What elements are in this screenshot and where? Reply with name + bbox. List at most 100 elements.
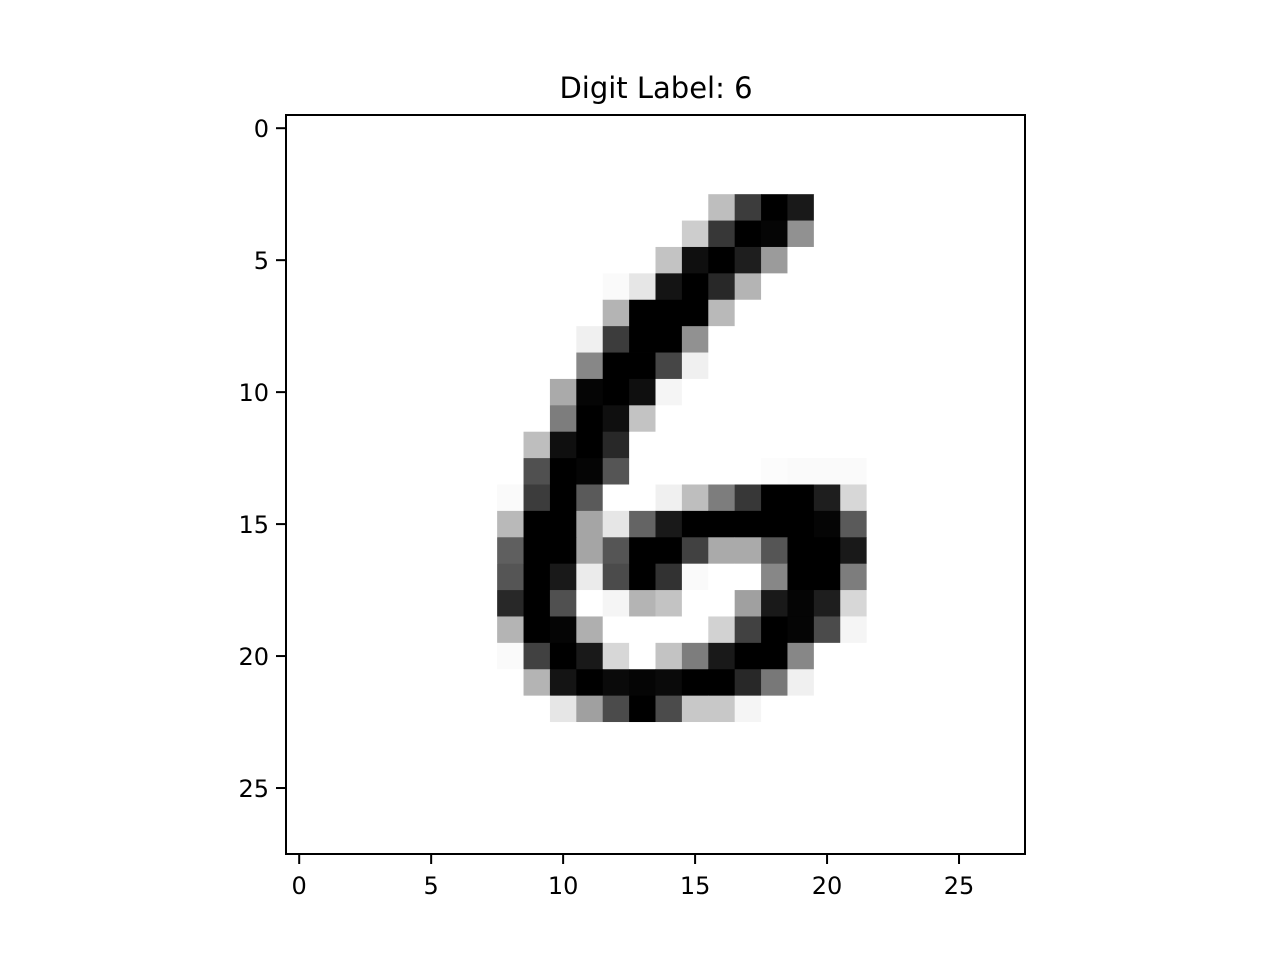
pixel-cell bbox=[681, 352, 709, 380]
pixel-cell bbox=[813, 484, 841, 512]
pixel-cell bbox=[840, 563, 868, 591]
pixel-cell bbox=[708, 141, 736, 169]
pixel-cell bbox=[312, 590, 340, 617]
pixel-cell bbox=[998, 378, 1026, 406]
pixel-cell bbox=[549, 484, 577, 512]
pixel-cell bbox=[972, 273, 999, 301]
pixel-cell bbox=[497, 695, 524, 723]
pixel-cell bbox=[972, 458, 999, 485]
pixel-cell bbox=[893, 273, 920, 301]
pixel-cell bbox=[286, 642, 313, 670]
pixel-cell bbox=[365, 167, 392, 195]
pixel-cell bbox=[972, 642, 999, 670]
pixel-cell bbox=[549, 801, 577, 828]
pixel-cell bbox=[734, 590, 762, 617]
pixel-cell bbox=[312, 115, 340, 142]
pixel-cell bbox=[312, 722, 340, 749]
pixel-cell bbox=[338, 194, 366, 221]
pixel-cell bbox=[998, 801, 1026, 828]
pixel-cell bbox=[338, 326, 366, 353]
pixel-cell bbox=[391, 669, 419, 697]
pixel-cell bbox=[602, 273, 630, 301]
pixel-cell bbox=[497, 115, 524, 142]
pixel-cell bbox=[549, 563, 577, 591]
pixel-cell bbox=[497, 299, 524, 327]
pixel-cell bbox=[919, 537, 947, 565]
pixel-cell bbox=[945, 669, 973, 697]
pixel-cell bbox=[338, 299, 366, 327]
pixel-cell bbox=[338, 405, 366, 433]
pixel-cell bbox=[497, 801, 524, 828]
pixel-cell bbox=[708, 801, 736, 828]
pixel-cell bbox=[681, 563, 709, 591]
pixel-cell bbox=[602, 774, 630, 802]
pixel-cell bbox=[629, 115, 656, 142]
pixel-cell bbox=[761, 642, 788, 670]
pixel-cell bbox=[523, 616, 551, 644]
pixel-cell bbox=[470, 141, 498, 169]
pixel-cell bbox=[972, 378, 999, 406]
pixel-cell bbox=[629, 352, 656, 380]
pixel-cell bbox=[919, 326, 947, 353]
pixel-cell bbox=[391, 431, 419, 459]
pixel-cell bbox=[919, 695, 947, 723]
pixel-cell bbox=[787, 827, 815, 855]
pixel-cell bbox=[576, 220, 604, 248]
pixel-cell bbox=[787, 326, 815, 353]
pixel-cell bbox=[866, 220, 894, 248]
pixel-cell bbox=[813, 458, 841, 485]
pixel-cell bbox=[761, 378, 788, 406]
pixel-cell bbox=[629, 167, 656, 195]
pixel-cell bbox=[866, 537, 894, 565]
pixel-cell bbox=[919, 273, 947, 301]
pixel-cell bbox=[866, 590, 894, 617]
pixel-cell bbox=[761, 748, 788, 776]
pixel-cell bbox=[417, 669, 445, 697]
pixel-cell bbox=[655, 167, 683, 195]
pixel-cell bbox=[629, 616, 656, 644]
pixel-cell bbox=[866, 115, 894, 142]
pixel-cell bbox=[893, 695, 920, 723]
pixel-cell bbox=[840, 141, 868, 169]
pixel-cell bbox=[734, 246, 762, 274]
pixel-cell bbox=[787, 695, 815, 723]
pixel-cell bbox=[866, 194, 894, 221]
pixel-cell bbox=[840, 616, 868, 644]
pixel-cell bbox=[734, 642, 762, 670]
pixel-cell bbox=[444, 590, 472, 617]
pixel-cell bbox=[549, 167, 577, 195]
pixel-cell bbox=[523, 326, 551, 353]
x-tick-label: 10 bbox=[548, 872, 579, 900]
pixel-cell bbox=[444, 326, 472, 353]
pixel-cell bbox=[893, 246, 920, 274]
pixel-cell bbox=[286, 246, 313, 274]
pixel-cell bbox=[497, 273, 524, 301]
pixel-cell bbox=[998, 194, 1026, 221]
pixel-cell bbox=[444, 484, 472, 512]
pixel-cell bbox=[523, 378, 551, 406]
pixel-cell bbox=[813, 273, 841, 301]
pixel-cell bbox=[681, 458, 709, 485]
pixel-cell bbox=[497, 642, 524, 670]
pixel-cell bbox=[734, 748, 762, 776]
pixel-cell bbox=[523, 642, 551, 670]
pixel-cell bbox=[761, 431, 788, 459]
pixel-cell bbox=[417, 537, 445, 565]
pixel-cell bbox=[708, 669, 736, 697]
pixel-cell bbox=[655, 273, 683, 301]
pixel-cell bbox=[417, 801, 445, 828]
pixel-cell bbox=[417, 484, 445, 512]
pixel-cell bbox=[602, 326, 630, 353]
pixel-cell bbox=[708, 510, 736, 538]
pixel-cell bbox=[972, 827, 999, 855]
pixel-cell bbox=[523, 246, 551, 274]
pixel-cell bbox=[893, 616, 920, 644]
pixel-cell bbox=[549, 458, 577, 485]
pixel-cell bbox=[761, 458, 788, 485]
pixel-cell bbox=[312, 827, 340, 855]
pixel-cell bbox=[549, 431, 577, 459]
pixel-cell bbox=[813, 352, 841, 380]
pixel-cell bbox=[945, 431, 973, 459]
pixel-cell bbox=[945, 115, 973, 142]
